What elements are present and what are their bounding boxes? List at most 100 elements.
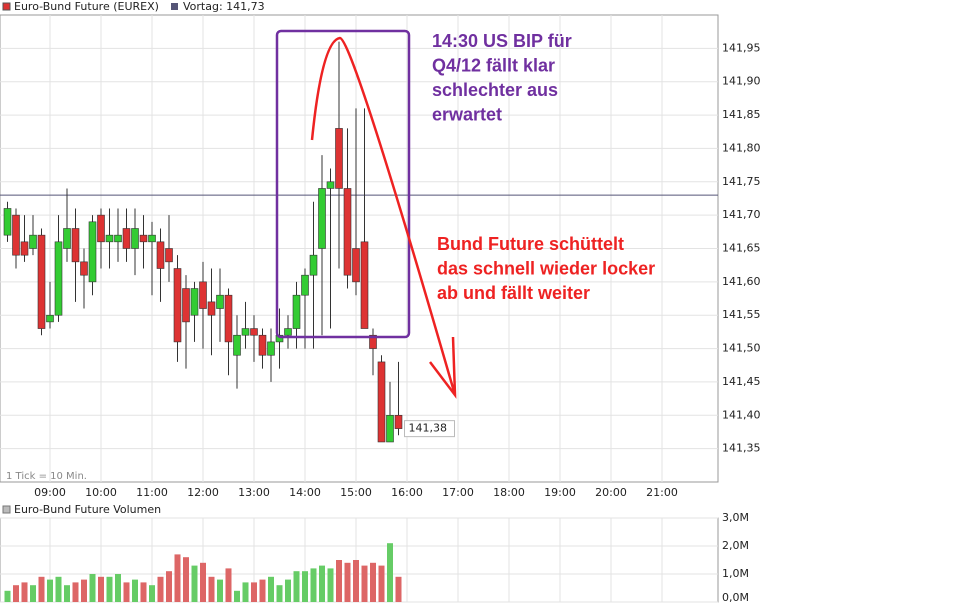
- candle-body: [12, 214, 20, 256]
- candle-body: [275, 334, 284, 343]
- volume-bar: [106, 576, 113, 602]
- last-price-label: 141,38: [409, 422, 448, 435]
- volume-bar: [319, 565, 325, 602]
- x-tick-label: 11:00: [136, 486, 168, 499]
- volume-bar: [217, 579, 223, 602]
- arrow: [310, 36, 457, 399]
- volume-bar: [259, 579, 266, 602]
- candle-body: [326, 181, 335, 189]
- x-tick-label: 15:00: [340, 486, 372, 499]
- candle-body: [369, 334, 377, 349]
- candle-body: [360, 241, 369, 329]
- chart-title: Euro-Bund Future (EUREX): [14, 0, 159, 13]
- candle-body: [335, 128, 343, 189]
- x-tick-label: 14:00: [289, 486, 321, 499]
- y-tick-label: 141,40: [722, 408, 761, 421]
- volume-bar: [234, 590, 240, 602]
- volume-bar: [276, 585, 283, 602]
- y-tick-label: 141,45: [722, 375, 761, 388]
- volume-bar: [64, 585, 70, 602]
- volume-bar: [302, 571, 308, 602]
- volume-bar: [157, 576, 164, 602]
- y-tick-label: 141,35: [722, 442, 761, 455]
- candle-body: [122, 228, 131, 249]
- candle-body: [377, 361, 386, 443]
- reference-label: Vortag: 141,73: [183, 0, 265, 13]
- volume-bar: [166, 571, 172, 602]
- volume-bar: [123, 582, 130, 602]
- volume-bar: [174, 554, 181, 602]
- volume-bar: [251, 582, 257, 602]
- candle-body: [131, 228, 139, 249]
- y-tick-label: 141,55: [722, 308, 761, 321]
- annotation: ab und fällt weiter: [437, 283, 590, 303]
- candle-body: [46, 314, 54, 323]
- annotation: das schnell wieder locker: [437, 258, 655, 278]
- y-tick-label: 141,60: [722, 275, 761, 288]
- last-price-box: [404, 420, 455, 438]
- volume-bar: [387, 543, 393, 602]
- candle-body: [352, 248, 360, 283]
- annotation: erwartet: [432, 104, 502, 124]
- annotation: 14:30 US BIP für: [432, 31, 572, 51]
- volume-bar: [191, 565, 198, 602]
- volume-bar: [310, 568, 317, 602]
- volume-bar: [225, 568, 232, 602]
- x-tick-label: 21:00: [646, 486, 678, 499]
- candle-body: [71, 228, 80, 263]
- candle-body: [250, 328, 258, 336]
- volume-bar: [132, 579, 138, 602]
- x-tick-label: 09:00: [34, 486, 66, 499]
- y-tick-label: 141,65: [722, 242, 761, 255]
- annotation: schlechter aus: [432, 80, 558, 100]
- volume-bar: [149, 585, 155, 602]
- candle-body: [20, 241, 29, 256]
- y-tick-label: 141,90: [722, 75, 761, 88]
- x-tick-label: 10:00: [85, 486, 117, 499]
- candle-body: [216, 294, 224, 309]
- candle-body: [139, 234, 148, 243]
- volume-bar: [327, 568, 334, 602]
- volume-bar: [21, 582, 28, 602]
- volume-bar: [140, 582, 147, 602]
- y-tick-label: 141,75: [722, 175, 761, 188]
- x-tick-label: 17:00: [442, 486, 474, 499]
- candle-body: [37, 234, 46, 329]
- volume-bar: [200, 562, 206, 602]
- legend-swatch: [2, 2, 11, 11]
- candle-body: [199, 281, 207, 309]
- candle-body: [386, 414, 394, 443]
- candle-body: [88, 221, 97, 283]
- volume-bar: [55, 576, 62, 602]
- candle-body: [173, 268, 182, 343]
- candle-body: [284, 328, 292, 336]
- volume-bar: [38, 576, 45, 602]
- volume-bar: [30, 585, 36, 602]
- volume-bar: [370, 562, 376, 602]
- volume-bar: [344, 562, 351, 602]
- volume-bar: [13, 585, 19, 602]
- y-tick-label: 2,0M: [722, 539, 749, 552]
- volume-bar: [183, 557, 189, 602]
- volume-bar: [4, 590, 11, 602]
- candle-body: [182, 288, 190, 323]
- candle-body: [318, 188, 326, 249]
- candle-body: [3, 208, 12, 236]
- annotation: Bund Future schüttelt: [437, 234, 624, 254]
- candle-body: [292, 294, 301, 329]
- y-tick-label: 141,80: [722, 141, 761, 154]
- volume-bar: [293, 571, 300, 602]
- legend-swatch: [171, 3, 178, 10]
- candle-body: [114, 234, 122, 243]
- x-tick-label: 13:00: [238, 486, 270, 499]
- highlight-box: [275, 29, 411, 339]
- candle-body: [233, 334, 241, 356]
- candle-body: [29, 234, 37, 249]
- x-tick-label: 16:00: [391, 486, 423, 499]
- volume-bar: [395, 576, 402, 602]
- volume-bar: [268, 576, 274, 602]
- volume-bar: [81, 579, 87, 602]
- candle-body: [63, 228, 71, 249]
- candle-body: [394, 414, 403, 429]
- volume-bar: [242, 582, 249, 602]
